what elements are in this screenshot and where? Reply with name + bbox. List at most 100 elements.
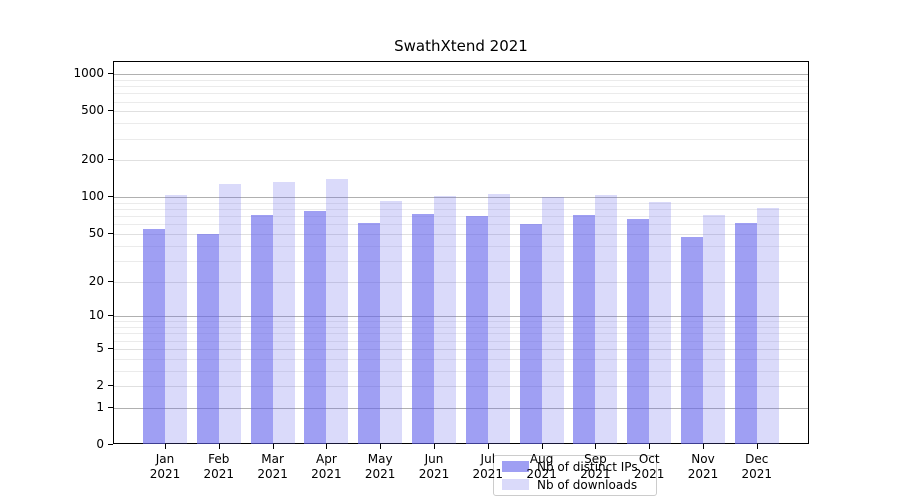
gridline (114, 202, 808, 204)
y-tick-label: 2 (96, 378, 104, 393)
gridline (114, 79, 808, 81)
gridline (114, 233, 808, 235)
x-tick-label: Jan 2021 (149, 452, 181, 481)
x-tick-label: Dec 2021 (741, 452, 773, 481)
y-tick-mark (108, 159, 113, 161)
x-tick-label: Jun 2021 (418, 452, 450, 481)
chart-title: SwathXtend 2021 (394, 37, 528, 55)
y-tick-mark (108, 385, 113, 387)
x-tick-label: Oct 2021 (633, 452, 665, 481)
x-tick-mark (595, 444, 597, 449)
gridline (114, 358, 808, 360)
gridline (114, 197, 808, 199)
gridline (114, 224, 808, 226)
gridline (114, 160, 808, 162)
x-tick-mark (218, 444, 220, 449)
bar (380, 201, 403, 444)
x-tick-mark (434, 444, 435, 449)
legend-label: Nb of downloads (537, 477, 638, 492)
y-tick-label: 50 (88, 225, 104, 240)
gridline (114, 216, 808, 218)
bar (734, 223, 757, 444)
x-tick-mark (165, 444, 166, 449)
x-tick-label: Jul 2021 (472, 452, 504, 481)
y-tick-mark (108, 232, 113, 234)
gridline (114, 370, 808, 372)
x-tick-label: Aug 2021 (526, 452, 557, 481)
y-tick-label: 1 (96, 399, 104, 414)
y-tick-mark (108, 406, 113, 408)
gridline (114, 316, 808, 318)
x-tick-label: Nov 2021 (687, 452, 719, 481)
legend-item: Nb of distinct IPs (500, 459, 650, 474)
gridline (114, 321, 808, 323)
y-tick-mark (108, 347, 113, 349)
x-tick-mark (380, 444, 382, 449)
x-tick-label: Mar 2021 (257, 452, 288, 481)
legend-item: Nb of downloads (500, 477, 650, 492)
legend-swatch-distinct-ips (502, 461, 529, 472)
bar (272, 181, 295, 444)
x-tick-mark (756, 444, 758, 449)
gridline (114, 386, 808, 388)
y-tick-mark (108, 196, 113, 198)
bar (412, 213, 434, 444)
bar (519, 224, 542, 444)
bar (358, 222, 381, 444)
y-tick-label: 5 (96, 340, 104, 355)
gridline (114, 209, 808, 211)
gridline (114, 86, 808, 88)
x-tick-label: Sep 2021 (580, 452, 611, 481)
gridline (114, 101, 808, 103)
gridline (114, 123, 808, 125)
bar (196, 233, 219, 444)
x-tick-label: Feb 2021 (203, 452, 235, 481)
y-tick-mark (108, 280, 113, 282)
gridline (114, 138, 808, 140)
y-tick-label: 20 (88, 273, 104, 288)
legend-swatch-downloads (502, 479, 529, 490)
gridline (114, 333, 808, 335)
y-tick-mark (108, 444, 113, 445)
bar (487, 194, 510, 444)
y-tick-label: 100 (81, 189, 104, 204)
bar (218, 183, 241, 444)
bar (304, 211, 327, 444)
gridline (114, 327, 808, 329)
bar (465, 216, 488, 444)
bar (326, 179, 349, 444)
legend: Nb of distinct IPs Nb of downloads (493, 455, 657, 496)
bar (703, 214, 725, 444)
x-tick-label: May 2021 (364, 452, 396, 481)
bar (143, 228, 165, 444)
gridline (114, 260, 808, 262)
x-tick-mark (272, 444, 274, 449)
gridline (114, 74, 808, 76)
x-tick-mark (541, 444, 543, 449)
bar (627, 218, 650, 444)
y-tick-label: 10 (88, 308, 104, 323)
y-tick-mark (108, 315, 113, 317)
y-tick-label: 200 (81, 152, 104, 167)
y-tick-label: 1000 (73, 66, 104, 81)
bar (595, 195, 618, 444)
bar (649, 201, 672, 444)
bar (165, 195, 187, 444)
gridline (114, 245, 808, 247)
bar (756, 207, 779, 444)
gridline (114, 281, 808, 283)
x-tick-mark (326, 444, 328, 449)
bar (573, 215, 596, 444)
gridline (114, 111, 808, 113)
gridline (114, 340, 808, 342)
y-tick-label: 0 (96, 437, 104, 451)
x-tick-mark (649, 444, 651, 449)
legend-label: Nb of distinct IPs (537, 459, 638, 474)
bar (681, 237, 703, 444)
y-tick-label: 500 (81, 103, 104, 118)
y-tick-mark (108, 73, 113, 75)
x-tick-mark (703, 444, 704, 449)
x-tick-mark (487, 444, 489, 449)
bar (250, 214, 273, 444)
